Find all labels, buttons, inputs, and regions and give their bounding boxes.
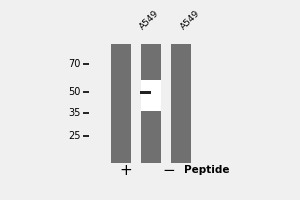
Text: 70: 70 — [68, 59, 80, 69]
Text: 25: 25 — [68, 131, 80, 141]
Bar — [111, 44, 130, 163]
Text: 35: 35 — [68, 108, 80, 118]
Text: −: − — [163, 163, 175, 178]
Bar — [171, 44, 191, 163]
Bar — [140, 91, 151, 94]
Text: Peptide: Peptide — [184, 165, 230, 175]
Text: A549: A549 — [138, 8, 161, 31]
Text: +: + — [119, 163, 132, 178]
Text: A549: A549 — [179, 8, 202, 31]
Bar — [141, 111, 161, 163]
Bar — [141, 44, 161, 80]
Text: 50: 50 — [68, 87, 80, 97]
Bar — [141, 80, 161, 111]
